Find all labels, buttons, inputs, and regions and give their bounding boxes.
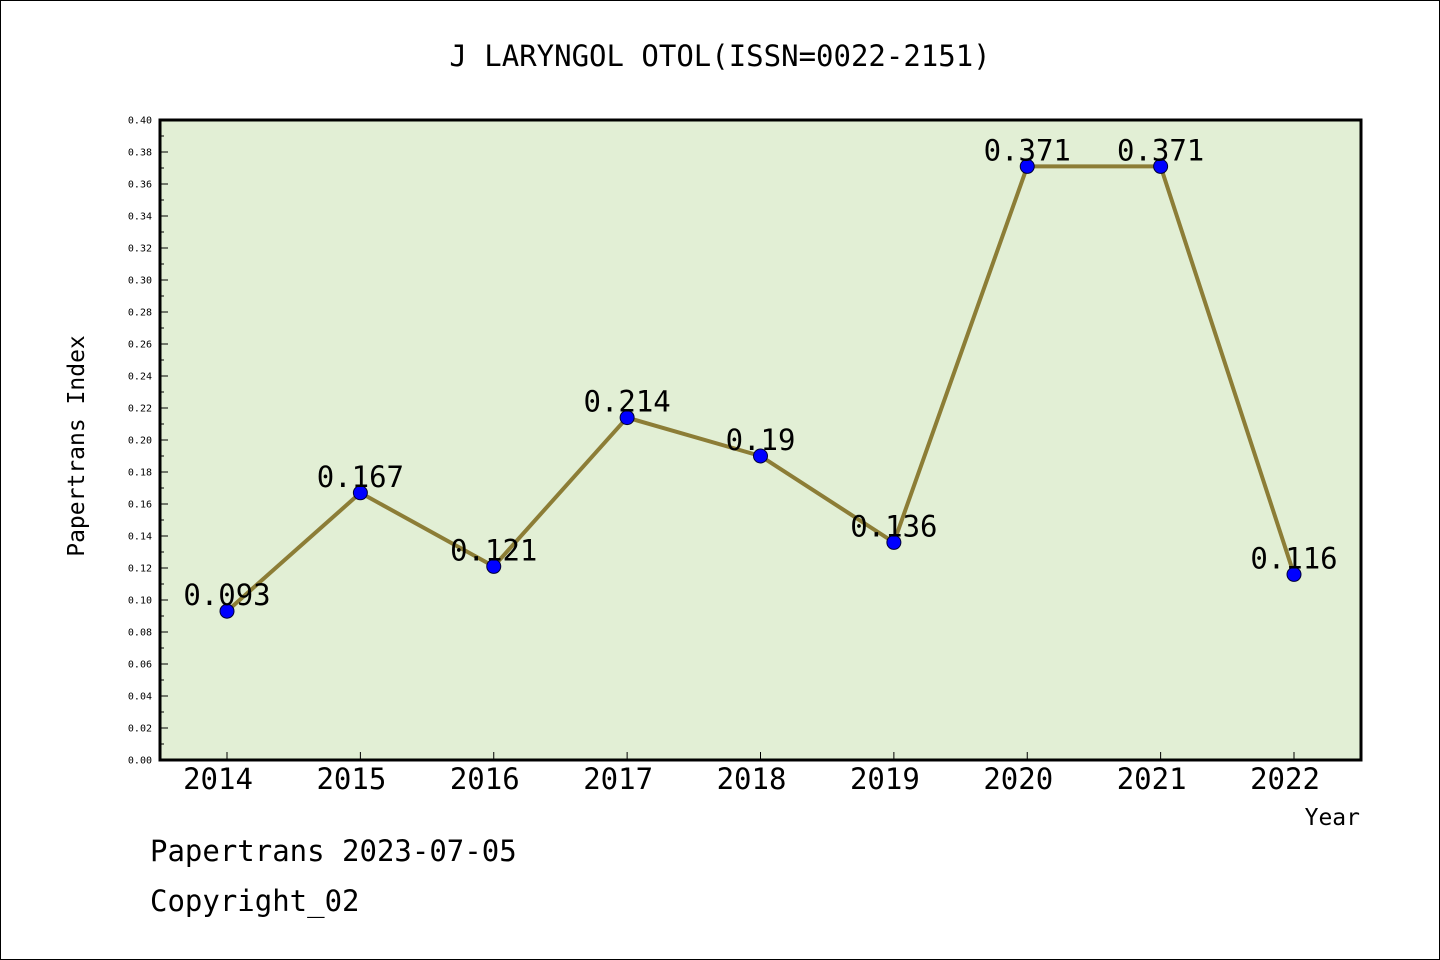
y-tick-label: 0.26 xyxy=(128,340,152,351)
y-tick-label: 0.32 xyxy=(128,244,152,255)
y-tick-label: 0.40 xyxy=(128,116,152,127)
y-tick-label: 0.04 xyxy=(128,692,152,703)
x-tick-label: 2020 xyxy=(983,762,1053,796)
y-tick-label: 0.22 xyxy=(128,404,152,415)
y-tick-label: 0.02 xyxy=(128,724,152,735)
y-tick-label: 0.18 xyxy=(128,468,152,479)
data-point xyxy=(753,448,768,464)
y-tick-label: 0.36 xyxy=(128,180,152,191)
series-layer: 0.093 0.167 0.121 0.214 0.19 0.136 0.371 0.371 0… xyxy=(183,133,1338,619)
y-tick-label: 0.00 xyxy=(128,756,152,767)
y-tick-label: 0.30 xyxy=(128,276,152,287)
data-label: 0.116 xyxy=(1250,541,1337,575)
data-point xyxy=(486,558,502,574)
data-label: 0.214 xyxy=(583,385,670,419)
y-tick-label: 0.10 xyxy=(128,596,152,607)
y-tick-label: 0.20 xyxy=(128,436,152,447)
y-axis: 0.00 0.02 0.04 0.06 0.08 0.10 0.12 0.14 0.16 0.18… xyxy=(128,116,168,767)
y-tick-label: 0.12 xyxy=(128,564,152,575)
data-point xyxy=(1153,158,1169,174)
x-tick-label: 2014 xyxy=(183,762,253,796)
data-label: 0.19 xyxy=(726,423,796,457)
data-label: 0.371 xyxy=(1117,133,1204,167)
data-label: 0.136 xyxy=(850,509,937,543)
data-label: 0.167 xyxy=(317,460,404,494)
x-tick-label: 2017 xyxy=(583,762,653,796)
x-tick-label: 2019 xyxy=(850,762,920,796)
y-axis-label: Papertrans Index xyxy=(64,335,90,557)
x-axis: 2014 2015 2016 2017 2018 2019 2020 2021 2022 xyxy=(183,752,1320,796)
y-tick-label: 0.14 xyxy=(128,532,152,543)
x-tick-label: 2018 xyxy=(717,762,787,796)
data-point xyxy=(1019,158,1035,174)
x-tick-label: 2022 xyxy=(1250,762,1320,796)
footer-date: Papertrans 2023-07-05 xyxy=(150,834,517,868)
data-label: 0.093 xyxy=(183,578,270,612)
footer-copyright: Copyright_02 xyxy=(150,884,360,918)
y-tick-label: 0.08 xyxy=(128,628,152,639)
y-tick-label: 0.38 xyxy=(128,148,152,159)
data-point xyxy=(1286,566,1302,582)
y-tick-label: 0.06 xyxy=(128,660,152,671)
y-tick-label: 0.34 xyxy=(128,212,152,223)
plot-area xyxy=(158,118,1363,762)
y-tick-label: 0.24 xyxy=(128,372,152,383)
data-label: 0.371 xyxy=(984,133,1071,167)
chart-title: J LARYNGOL OTOL(ISSN=0022-2151) xyxy=(449,39,990,73)
data-point xyxy=(619,410,635,426)
data-point xyxy=(219,603,235,619)
data-point xyxy=(886,534,902,550)
x-tick-label: 2016 xyxy=(450,762,520,796)
y-tick-label: 0.16 xyxy=(128,500,152,511)
data-label: 0.121 xyxy=(450,533,537,567)
x-axis-label: Year xyxy=(1305,805,1360,831)
data-point xyxy=(352,485,368,501)
y-tick-label: 0.28 xyxy=(128,308,152,319)
x-tick-label: 2015 xyxy=(316,762,386,796)
x-tick-label: 2021 xyxy=(1117,762,1187,796)
